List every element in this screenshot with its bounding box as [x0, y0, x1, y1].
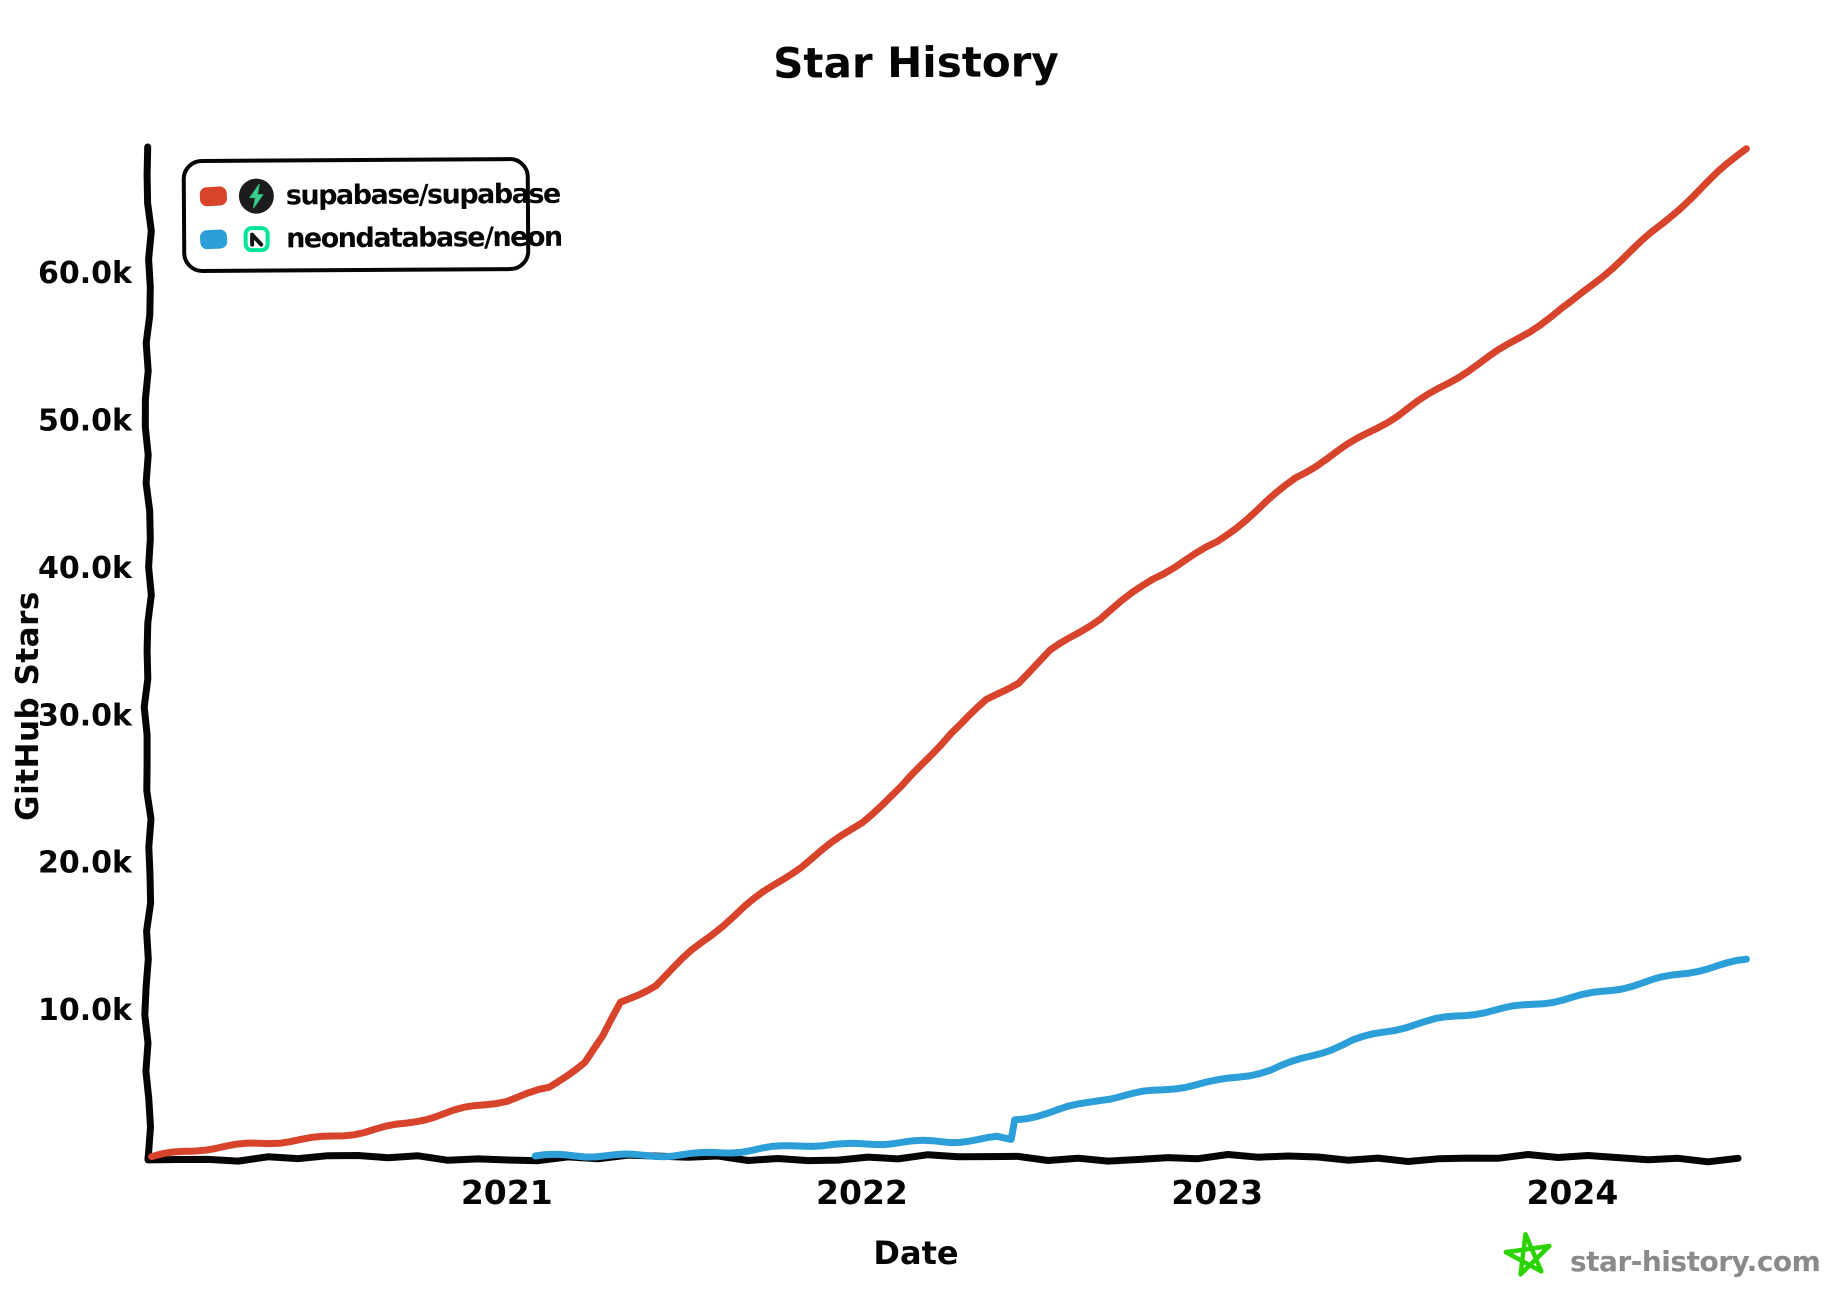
y-tick-label: 30.0k — [38, 698, 133, 733]
axes — [140, 143, 1742, 1166]
watermark-text: star-history.com — [1570, 1244, 1821, 1278]
x-axis-title: Date — [873, 1234, 959, 1272]
y-tick-label: 40.0k — [38, 551, 133, 586]
neon-logo-icon — [238, 225, 275, 252]
legend-swatch-neon — [199, 228, 228, 250]
y-tick-label: 20.0k — [38, 846, 133, 881]
legend-swatch-supabase — [199, 185, 228, 207]
star-history-logo-icon — [1500, 1228, 1558, 1294]
y-tick-label: 60.0k — [38, 256, 133, 291]
y-tick-label: 50.0k — [38, 404, 133, 439]
legend-label-neon: neondatabase/neon — [286, 221, 562, 254]
x-tick-label: 2024 — [1526, 1173, 1618, 1212]
y-axis-title: GitHub Stars — [10, 591, 46, 821]
legend-item-neon: neondatabase/neon — [199, 221, 562, 255]
supabase-logo-icon — [238, 177, 275, 214]
legend-item-supabase: supabase/supabase — [199, 176, 560, 215]
legend-label-supabase: supabase/supabase — [285, 178, 560, 211]
series-line-supabase — [148, 145, 1750, 1161]
y-tick-label: 10.0k — [38, 993, 133, 1028]
x-tick-label: 2023 — [1171, 1173, 1263, 1212]
x-tick-label: 2022 — [816, 1173, 908, 1212]
watermark: star-history.com — [1500, 1226, 1832, 1296]
legend: supabase/supabase neondatabase/neon — [181, 156, 562, 274]
series-line-neondatabase — [531, 955, 1750, 1161]
x-tick-label: 2021 — [461, 1173, 553, 1212]
